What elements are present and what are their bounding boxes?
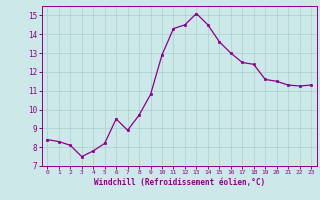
X-axis label: Windchill (Refroidissement éolien,°C): Windchill (Refroidissement éolien,°C) [94, 178, 265, 187]
